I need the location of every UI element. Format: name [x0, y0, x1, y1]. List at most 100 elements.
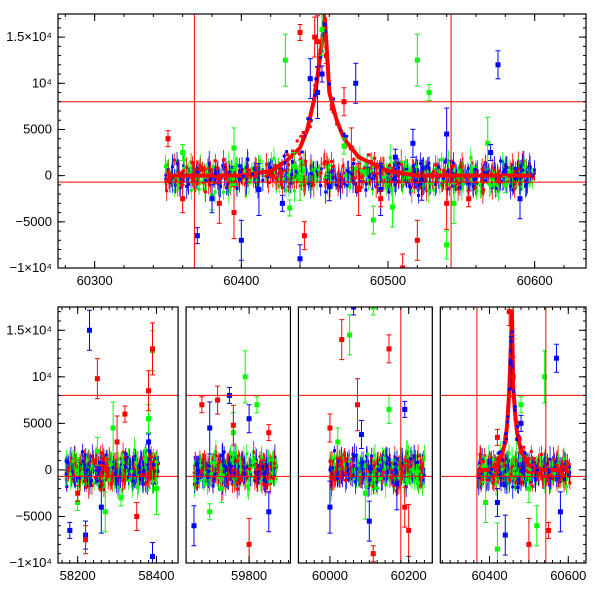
- blue-point: [378, 186, 384, 192]
- blue-point: [279, 200, 285, 206]
- blue-point: [327, 504, 333, 510]
- red-point: [199, 402, 205, 408]
- green-point: [335, 439, 341, 445]
- green-point: [110, 425, 116, 431]
- green-point: [426, 90, 432, 96]
- y-tick-label: −1×10⁴: [10, 555, 52, 570]
- x-tick-label: 60000: [312, 568, 348, 583]
- red-point: [466, 196, 472, 202]
- green-point: [389, 204, 395, 210]
- green-point: [287, 205, 293, 211]
- red-point: [94, 376, 100, 382]
- red-point: [414, 237, 420, 243]
- red-point: [146, 388, 152, 394]
- blue-point: [194, 233, 200, 239]
- blue-point: [517, 196, 523, 202]
- green-point: [370, 217, 376, 223]
- x-tick-label: 60400: [471, 568, 507, 583]
- red-point: [406, 527, 412, 533]
- red-point: [230, 422, 236, 428]
- red-point: [165, 136, 171, 142]
- green-point: [118, 495, 124, 501]
- red-point: [114, 439, 120, 445]
- red-point: [402, 504, 408, 510]
- red-point: [355, 402, 360, 408]
- red-point: [215, 397, 221, 403]
- blue-point: [353, 80, 359, 86]
- green-point: [494, 546, 500, 552]
- y-tick-label: 10⁴: [32, 369, 52, 384]
- green-point: [451, 200, 457, 206]
- green-point: [242, 374, 248, 380]
- blue-point: [150, 553, 155, 559]
- blue-point: [402, 406, 408, 412]
- green-point: [254, 402, 260, 408]
- green-point: [231, 145, 237, 151]
- blue-point: [326, 184, 332, 190]
- blue-point: [419, 177, 425, 183]
- y-tick-label: −5000: [15, 214, 52, 229]
- red-point: [180, 196, 186, 202]
- blue-point: [266, 509, 272, 515]
- red-point: [301, 233, 307, 239]
- green-point: [146, 416, 152, 422]
- blue-point: [238, 237, 244, 243]
- red-point: [370, 551, 376, 557]
- blue-point: [191, 523, 197, 529]
- green-point: [414, 57, 420, 63]
- blue-point: [394, 481, 400, 487]
- y-tick-label: 1.5×10⁴: [6, 322, 52, 337]
- green-point: [370, 307, 376, 310]
- blue-point: [495, 62, 501, 68]
- green-point: [483, 499, 489, 505]
- x-tick-label: 58400: [138, 568, 174, 583]
- blue-point: [494, 499, 500, 505]
- red-point: [386, 346, 392, 352]
- green-point: [75, 499, 81, 505]
- y-tick-label: 0: [45, 168, 52, 183]
- axes-frame-3: [297, 306, 433, 564]
- blue-point: [557, 509, 563, 515]
- blue-point: [315, 90, 321, 96]
- blue-point: [146, 439, 152, 445]
- blue-point: [444, 131, 450, 137]
- red-point: [122, 411, 128, 417]
- green-point: [219, 486, 225, 492]
- blue-point: [366, 518, 372, 524]
- green-point: [502, 182, 508, 188]
- green-point: [518, 402, 524, 408]
- red-point: [297, 29, 303, 35]
- x-tick-label: 60400: [223, 273, 259, 288]
- green-point: [319, 27, 325, 33]
- red-point: [327, 425, 333, 431]
- red-point: [526, 541, 532, 547]
- red-point: [246, 541, 252, 547]
- red-point: [506, 309, 512, 315]
- red-point: [400, 265, 406, 268]
- y-tick-label: −1×10⁴: [10, 260, 52, 275]
- blue-point: [508, 360, 514, 366]
- x-tick-label: 60600: [517, 273, 553, 288]
- red-point: [546, 527, 552, 533]
- red-point: [75, 490, 81, 496]
- green-point: [291, 163, 297, 169]
- red-point: [312, 34, 318, 40]
- blue-point: [358, 432, 364, 438]
- red-point: [339, 337, 345, 343]
- plot-area: [64, 307, 572, 563]
- green-point: [94, 448, 100, 454]
- green-point: [347, 332, 353, 338]
- y-tick-label: 10⁴: [32, 75, 52, 90]
- blue-point: [67, 527, 73, 533]
- red-point: [266, 430, 272, 436]
- red-point: [150, 346, 155, 352]
- blue-point: [98, 504, 104, 510]
- x-tick-label: 60300: [77, 273, 113, 288]
- red-point: [444, 200, 450, 206]
- red-point: [315, 39, 321, 45]
- green-point: [534, 523, 540, 529]
- green-point: [485, 140, 491, 146]
- blue-point: [207, 425, 213, 431]
- red-point: [510, 374, 516, 380]
- blue-point: [410, 140, 416, 146]
